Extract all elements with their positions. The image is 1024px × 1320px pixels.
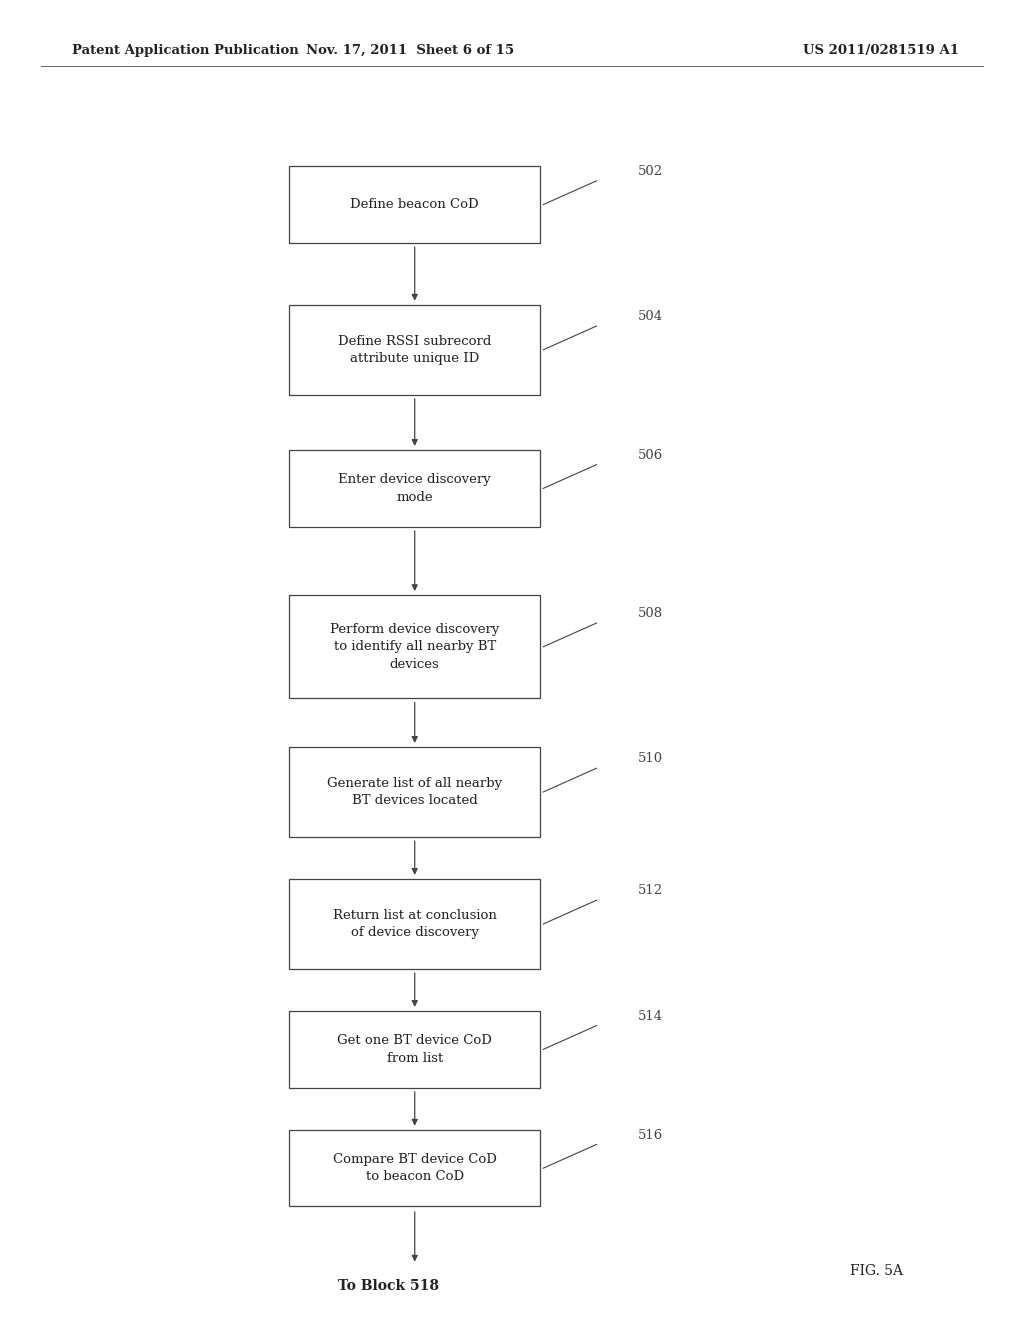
Text: Define RSSI subrecord
attribute unique ID: Define RSSI subrecord attribute unique I… <box>338 334 492 366</box>
Text: Define beacon CoD: Define beacon CoD <box>350 198 479 211</box>
Text: FIG. 5A: FIG. 5A <box>850 1265 903 1278</box>
Text: Generate list of all nearby
BT devices located: Generate list of all nearby BT devices l… <box>327 776 503 808</box>
Text: Enter device discovery
mode: Enter device discovery mode <box>338 473 492 504</box>
Text: Get one BT device CoD
from list: Get one BT device CoD from list <box>337 1034 493 1065</box>
Bar <box>290 595 541 698</box>
Bar <box>290 166 541 243</box>
Text: To Block 518: To Block 518 <box>338 1279 439 1294</box>
Bar <box>290 1130 541 1206</box>
Text: Perform device discovery
to identify all nearby BT
devices: Perform device discovery to identify all… <box>330 623 500 671</box>
Bar <box>290 450 541 527</box>
Text: US 2011/0281519 A1: US 2011/0281519 A1 <box>803 44 958 57</box>
Text: Return list at conclusion
of device discovery: Return list at conclusion of device disc… <box>333 908 497 940</box>
Text: 510: 510 <box>637 752 663 766</box>
Text: Nov. 17, 2011  Sheet 6 of 15: Nov. 17, 2011 Sheet 6 of 15 <box>305 44 514 57</box>
Bar <box>290 1011 541 1088</box>
Text: 502: 502 <box>637 165 663 178</box>
Text: 506: 506 <box>637 449 663 462</box>
Text: Patent Application Publication: Patent Application Publication <box>72 44 298 57</box>
Bar <box>290 305 541 395</box>
Text: 508: 508 <box>637 607 663 620</box>
Text: 504: 504 <box>637 310 663 323</box>
Text: 512: 512 <box>637 884 663 898</box>
Text: 516: 516 <box>637 1129 663 1142</box>
Bar <box>290 747 541 837</box>
Text: 514: 514 <box>637 1010 663 1023</box>
Text: Compare BT device CoD
to beacon CoD: Compare BT device CoD to beacon CoD <box>333 1152 497 1184</box>
Bar <box>290 879 541 969</box>
